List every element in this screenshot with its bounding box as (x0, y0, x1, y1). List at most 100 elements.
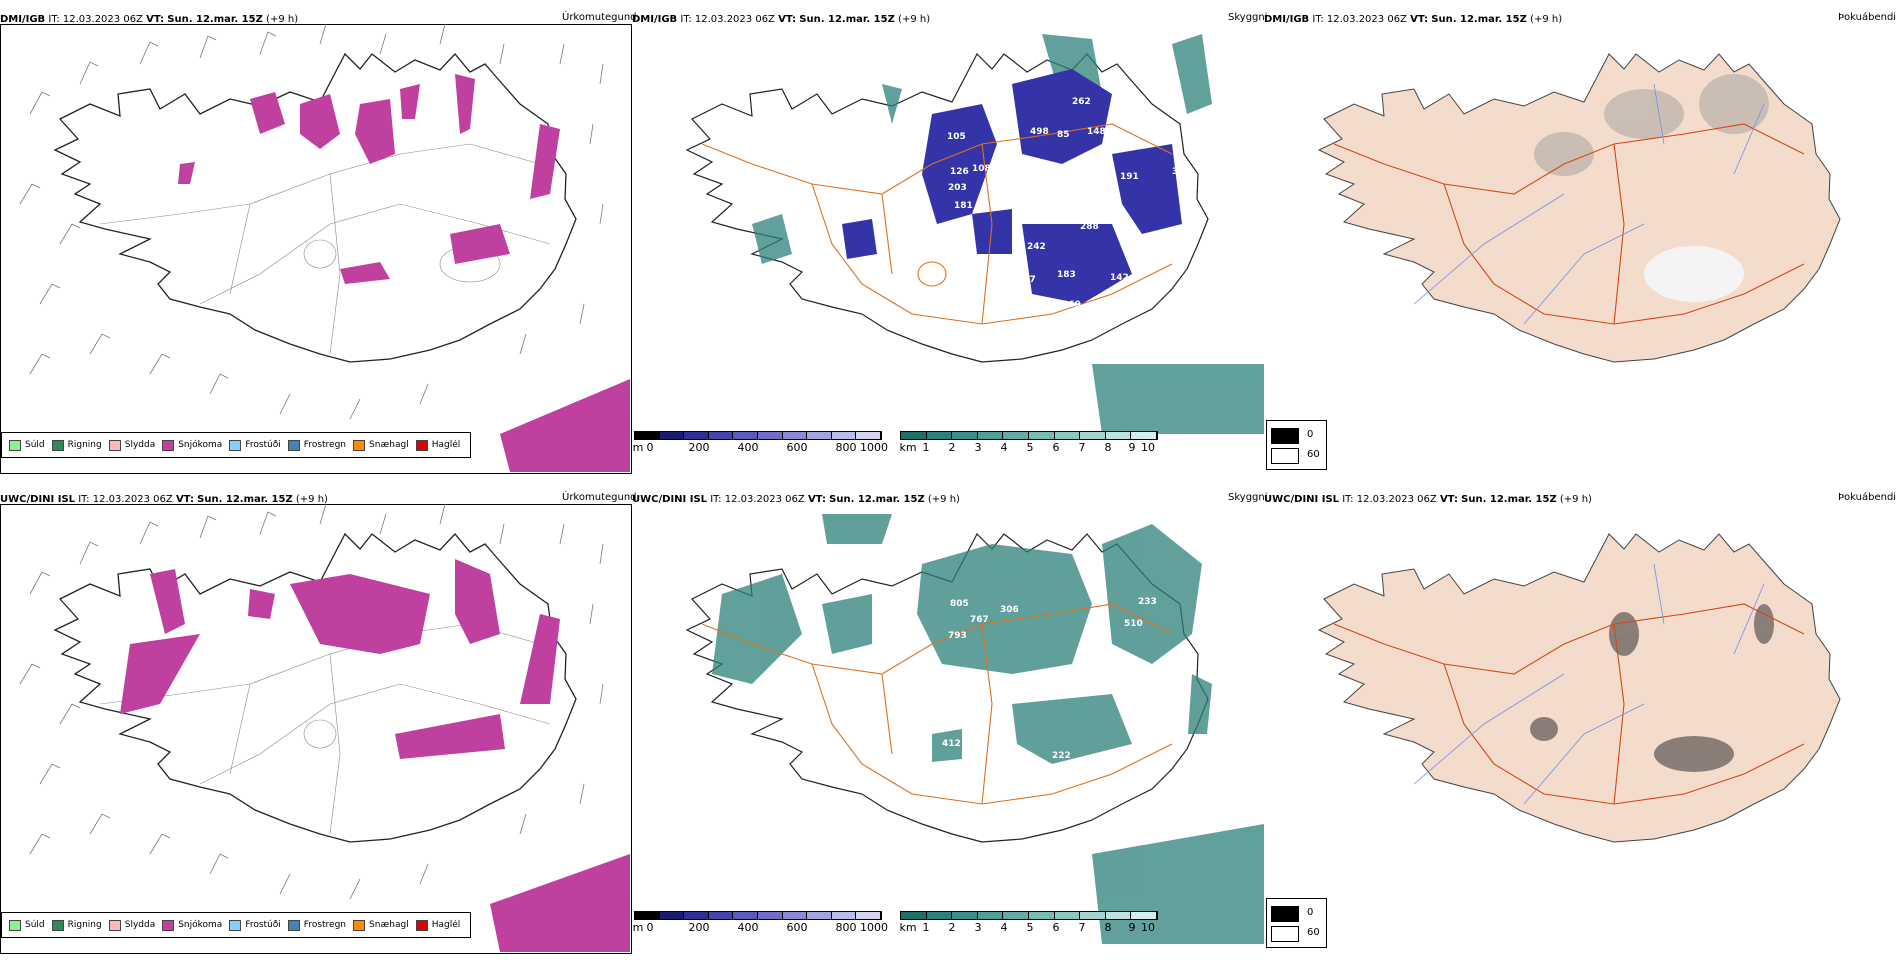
fog-legend-top: 0 60 (1266, 420, 1327, 470)
legend-item: Snæhagl (353, 439, 409, 451)
cloud-label: 181 (954, 201, 973, 211)
cloud-panel-bottom: UWC/DINI ISL IT: 12.03.2023 06Z VT: Sun.… (632, 490, 1268, 960)
cloud-label: 412 (942, 739, 961, 749)
visibility-colorbar (900, 911, 1158, 920)
cloud-label: 188 (992, 180, 1011, 190)
rivers (1413, 83, 1765, 325)
precip-panel-top: DMI/IGB IT: 12.03.2023 06Z VT: Sun. 12.m… (0, 10, 637, 480)
legend-item: Frostregn (287, 919, 346, 931)
cloud-label: 150 (952, 245, 971, 255)
precip-panel-bottom: UWC/DINI ISL IT: 12.03.2023 06Z VT: Sun.… (0, 490, 637, 960)
cloud-label: 193 (992, 117, 1011, 127)
cloud-label: 160 (992, 259, 1011, 269)
cloud-label: 183 (1057, 270, 1076, 280)
fog-panel-bottom: UWC/DINI ISL IT: 12.03.2023 06Z VT: Sun.… (1264, 490, 1896, 960)
low-cloud-areas (842, 69, 1182, 304)
snow-areas (120, 559, 630, 952)
cloud-base-scale: m 0 200 400 600 800 1000 (632, 911, 888, 941)
legend-item: Snæhagl (353, 919, 409, 931)
cloud-base-ticks: m 0 200 400 600 800 1000 (632, 441, 888, 454)
precip-legend: Súld Rigning Slydda Snjókoma Frostúði Fr… (1, 912, 471, 938)
cloud-label: 227 (1017, 275, 1036, 285)
panel-header: DMI/IGB IT: 12.03.2023 06Z VT: Sun. 12.m… (632, 14, 931, 25)
cloud-label: 108 (972, 164, 991, 174)
roads (1333, 123, 1805, 325)
map-frame (0, 24, 632, 474)
cloud-label: 306 (1000, 605, 1019, 615)
cloud-label: 80 (1160, 709, 1173, 719)
cloud-label: 27 (874, 269, 887, 279)
cloud-label: 262 (1072, 97, 1091, 107)
fog-swatch-60 (1271, 448, 1299, 464)
cloud-label: 498 (1030, 127, 1049, 137)
legend-item: Súld (9, 919, 45, 931)
cloud-label: 214 (1060, 194, 1079, 204)
panel-header: UWC/DINI ISL IT: 12.03.2023 06Z VT: Sun.… (632, 494, 960, 505)
visibility-colorbar (900, 431, 1158, 440)
legend-item: Frostúði (229, 919, 281, 931)
cloud-label: 458 (1112, 753, 1131, 763)
cloud-label: 233 (1138, 597, 1157, 607)
panel-header: DMI/IGB IT: 12.03.2023 06Z VT: Sun. 12.m… (0, 14, 299, 25)
cloud-label: 793 (948, 631, 967, 641)
legend-item: Súld (9, 439, 45, 451)
panel-title: Skyggni (1228, 492, 1268, 503)
cloud-label: 222 (1052, 751, 1071, 761)
visibility-scale: km 1 2 3 4 5 6 7 8 9 10 (899, 911, 1158, 941)
legend-item: Rigning (51, 919, 102, 931)
cloud-base-ticks: m 0 200 400 600 800 1000 (632, 921, 888, 934)
visibility-scale: km 1 2 3 4 5 6 7 8 9 10 (899, 431, 1158, 461)
fog-panel-top: DMI/IGB IT: 12.03.2023 06Z VT: Sun. 12.m… (1264, 10, 1896, 480)
precip-legend: Súld Rigning Slydda Snjókoma Frostúði Fr… (1, 432, 471, 458)
cloud-label: 142 (1110, 273, 1129, 283)
precip-map (19, 24, 630, 472)
cloud-base-scale: m 0 200 400 600 800 1000 (632, 431, 888, 461)
fog-areas (1534, 74, 1769, 176)
panel-header: DMI/IGB IT: 12.03.2023 06Z VT: Sun. 12.m… (1264, 14, 1563, 25)
roads (99, 623, 551, 835)
legend-item: Slydda (108, 919, 155, 931)
legend-item: Rigning (51, 439, 102, 451)
cloud-label: 805 (950, 599, 969, 609)
fog-swatch-0 (1271, 428, 1299, 444)
wind-barbs (19, 24, 604, 420)
cloud-label: 203 (948, 183, 967, 193)
legend-item: Frostúði (229, 439, 281, 451)
fog-legend-bottom: 0 60 (1266, 898, 1327, 948)
cloud-label: 225 (1050, 217, 1069, 227)
legend-item: Snjókoma (162, 919, 222, 931)
low-visibility-areas (712, 514, 1264, 944)
cloud-map: 805 767 306 233 510 793 412 222 458 668 … (686, 514, 1264, 944)
visibility-ticks: km 1 2 3 4 5 6 7 8 9 10 (899, 441, 1155, 454)
cloud-label: 510 (1124, 619, 1143, 629)
panel-title: Þokuábendi (1838, 492, 1897, 503)
wind-barbs (19, 504, 604, 900)
cloud-map: 105 193 498 85 262 148 126 108 188 176 2… (686, 34, 1264, 434)
legend-item: Slydda (108, 439, 155, 451)
cloud-base-labels: 105 193 498 85 262 148 126 108 188 176 2… (874, 97, 1191, 310)
cloud-label: 767 (970, 615, 989, 625)
panel-title: Úrkomutegund (562, 12, 637, 23)
glacier (1644, 246, 1744, 302)
rivers (1413, 563, 1765, 805)
snow-areas (178, 74, 630, 472)
cloud-label: 148 (1087, 127, 1106, 137)
fog-swatch-0 (1271, 906, 1299, 922)
cloud-base-colorbar (634, 431, 882, 440)
cloud-label: 105 (947, 132, 966, 142)
roads (1333, 603, 1805, 805)
roads (701, 123, 1173, 325)
visibility-ticks: km 1 2 3 4 5 6 7 8 9 10 (899, 921, 1155, 934)
cloud-label: 668 (1164, 675, 1183, 685)
precip-map (19, 504, 630, 952)
panel-title: Þokuábendi (1838, 12, 1897, 23)
legend-item: Haglél (415, 919, 460, 931)
legend-item: Haglél (415, 439, 460, 451)
cloud-label: 242 (1027, 242, 1046, 252)
panel-header: UWC/DINI ISL IT: 12.03.2023 06Z VT: Sun.… (0, 494, 328, 505)
legend-item: Snjókoma (162, 439, 222, 451)
cloud-label: 288 (1080, 222, 1099, 232)
panel-title: Skyggni (1228, 12, 1268, 23)
cloud-label: 126 (950, 167, 969, 177)
fog-map (1318, 53, 1841, 363)
